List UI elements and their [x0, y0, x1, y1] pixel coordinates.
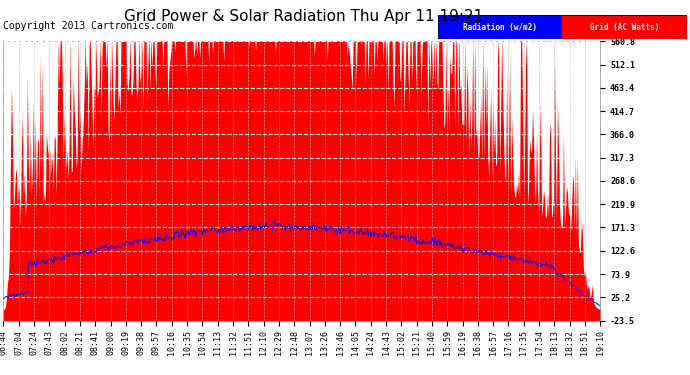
Bar	[438, 15, 562, 39]
Text: Copyright 2013 Cartronics.com: Copyright 2013 Cartronics.com	[3, 21, 174, 31]
Text: Grid Power & Solar Radiation Thu Apr 11 19:21: Grid Power & Solar Radiation Thu Apr 11 …	[124, 9, 483, 24]
Text: Grid (AC Watts): Grid (AC Watts)	[590, 22, 659, 32]
Text: Radiation (w/m2): Radiation (w/m2)	[463, 22, 538, 32]
Bar	[562, 15, 687, 39]
